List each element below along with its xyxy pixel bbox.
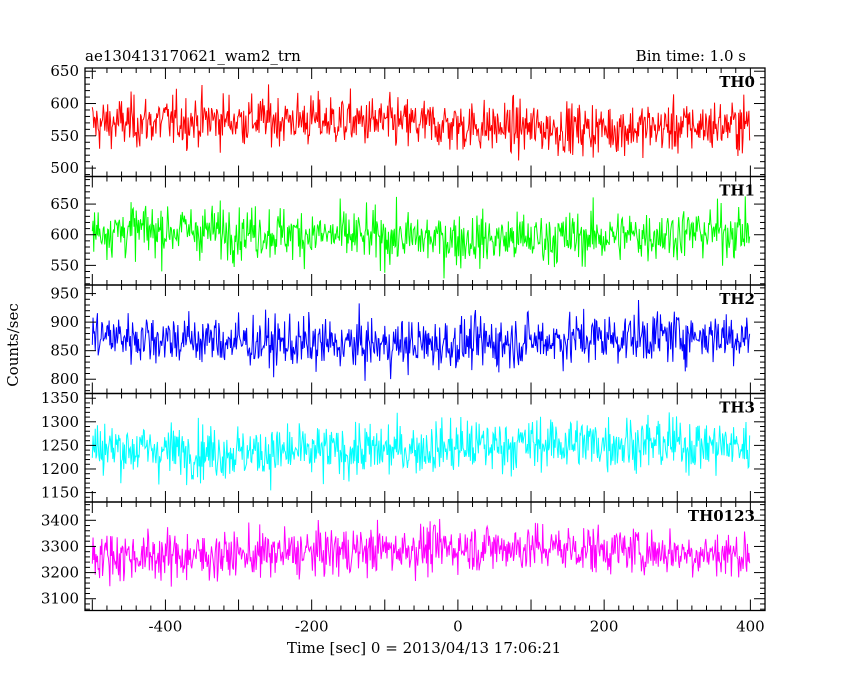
y-tick-label: 650: [50, 62, 79, 80]
y-tick-label: 1300: [41, 413, 79, 431]
y-tick-label: 3100: [41, 590, 79, 608]
figure-title: ae130413170621_wam2_trn: [85, 47, 301, 65]
x-tick-labels: -400 -200 0 200 400: [149, 618, 765, 636]
panels: 500 550 600 650 TH0 550 600 650 TH1 800 850 900 950 T…: [41, 62, 766, 612]
x-tick-label: 400: [736, 618, 765, 636]
y-tick-label: 850: [50, 342, 79, 360]
series-line-th0: [91, 84, 751, 161]
x-tick-label: 200: [590, 618, 619, 636]
panel-frame: [84, 501, 766, 612]
y-tick-label: 950: [50, 285, 79, 303]
y-tick-label: 550: [50, 127, 79, 145]
bin-time-label: Bin time: 1.0 s: [636, 47, 746, 65]
panel-label-th0: TH0: [719, 73, 755, 91]
y-tick-label: 600: [50, 226, 79, 244]
y-tick-label: 3200: [41, 564, 79, 582]
y-axis-title: Counts/sec: [4, 303, 22, 387]
panel-label-th0123: TH0123: [688, 507, 755, 525]
panel-th1: 550 600 650 TH1: [50, 175, 766, 286]
x-axis-title: Time [sec] 0 = 2013/04/13 17:06:21: [287, 639, 561, 657]
panel-th0123: 3100 3200 3300 3400 TH0123: [41, 501, 766, 612]
y-tick-label: 1350: [41, 389, 79, 407]
y-tick-label: 1200: [41, 460, 79, 478]
series-line-th3: [91, 412, 751, 491]
panel-th0: 500 550 600 650 TH0: [50, 62, 766, 178]
y-tick-label: 800: [50, 370, 79, 388]
series-line-th0123: [91, 518, 751, 587]
panel-label-th1: TH1: [719, 182, 755, 200]
y-tick-label: 550: [50, 256, 79, 274]
y-tick-label: 3400: [41, 511, 79, 529]
y-tick-label: 500: [50, 159, 79, 177]
y-tick-label: 600: [50, 95, 79, 113]
x-tick-label: -200: [295, 618, 329, 636]
y-tick-label: 650: [50, 195, 79, 213]
x-tick-label: 0: [453, 618, 463, 636]
x-tick-label: -400: [149, 618, 183, 636]
y-tick-label: 900: [50, 313, 79, 331]
y-tick-label: 1250: [41, 436, 79, 454]
y-tick-label: 1150: [41, 484, 79, 502]
series-line-th1: [91, 196, 751, 279]
panel-label-th2: TH2: [719, 290, 755, 308]
panel-th2: 800 850 900 950 TH2: [50, 284, 766, 395]
series-line-th2: [91, 299, 751, 381]
panel-label-th3: TH3: [719, 399, 755, 417]
panel-th3: 1150 1200 1250 1300 1350 TH3: [41, 389, 766, 503]
y-tick-label: 3300: [41, 537, 79, 555]
